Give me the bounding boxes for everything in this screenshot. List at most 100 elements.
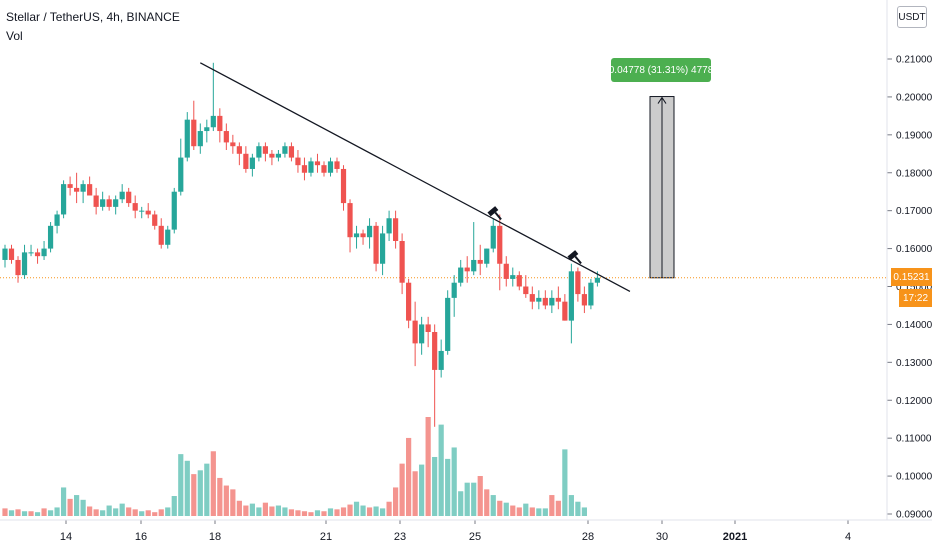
volume-bar bbox=[400, 464, 405, 516]
volume-bar bbox=[28, 511, 33, 516]
candle-body bbox=[198, 131, 203, 146]
volume-bar bbox=[289, 509, 294, 516]
price-tick-label[interactable]: 0.10000 bbox=[896, 472, 932, 483]
candle-body bbox=[185, 120, 190, 158]
volume-legend[interactable]: Vol bbox=[6, 29, 23, 43]
volume-bar bbox=[191, 474, 196, 516]
candle-body bbox=[41, 249, 46, 257]
price-tick-label[interactable]: 0.12000 bbox=[896, 396, 932, 407]
time-tick-label[interactable]: 18 bbox=[209, 531, 221, 543]
volume-bar bbox=[269, 506, 274, 516]
price-tick-label[interactable]: 0.21000 bbox=[896, 55, 932, 66]
candle-body bbox=[146, 211, 151, 215]
price-tick-label[interactable]: 0.19000 bbox=[896, 130, 932, 141]
measure-tool[interactable] bbox=[650, 97, 674, 278]
volume-bar bbox=[328, 508, 333, 516]
price-tick-label[interactable]: 0.16000 bbox=[896, 244, 932, 255]
volume-bar bbox=[224, 486, 229, 516]
volume-bar bbox=[471, 483, 476, 516]
price-tick-label[interactable]: 0.14000 bbox=[896, 320, 932, 331]
price-axis-labels[interactable]: 0.21000 0.20000 0.19000 0.18000 0.17000 0.160… bbox=[896, 55, 932, 521]
candle-body bbox=[217, 116, 222, 131]
time-tick-label[interactable]: 16 bbox=[135, 531, 147, 543]
volume-bar bbox=[217, 478, 222, 516]
volume-bar bbox=[504, 503, 509, 516]
volume-bar bbox=[373, 506, 378, 516]
symbol-title[interactable]: Stellar / TetherUS, 4h, BINANCE bbox=[6, 10, 180, 24]
candle-body bbox=[321, 165, 326, 173]
trendline[interactable] bbox=[200, 63, 630, 292]
time-tick-label[interactable]: 30 bbox=[656, 531, 668, 543]
gavel-icon[interactable] bbox=[567, 250, 584, 267]
candle-body bbox=[230, 142, 235, 146]
volume-bar bbox=[256, 507, 261, 516]
candle-body bbox=[575, 271, 580, 294]
time-tick-label[interactable]: 2021 bbox=[723, 531, 747, 543]
volume-bar bbox=[432, 457, 437, 516]
time-tick-label[interactable]: 23 bbox=[394, 531, 406, 543]
volume-bar bbox=[334, 509, 339, 516]
candle-body bbox=[126, 192, 131, 203]
candle-body bbox=[334, 161, 339, 169]
price-tick-label[interactable]: 0.09000 bbox=[896, 510, 932, 521]
volume-bar bbox=[321, 511, 326, 516]
candle-body bbox=[517, 275, 522, 286]
measure-label: 0.04778 (31.31%) 4778 bbox=[611, 58, 711, 82]
candle-body bbox=[354, 233, 359, 237]
candle-body bbox=[380, 233, 385, 263]
volume-bar bbox=[386, 502, 391, 516]
price-tick-label[interactable]: 0.18000 bbox=[896, 168, 932, 179]
candle-body bbox=[133, 203, 138, 211]
candle-body bbox=[367, 226, 372, 237]
candle-body bbox=[406, 283, 411, 321]
time-tick-label[interactable]: 25 bbox=[469, 531, 481, 543]
volume-bar bbox=[120, 504, 125, 516]
candle-body bbox=[9, 249, 14, 260]
candle-body bbox=[341, 169, 346, 203]
volume-bar bbox=[54, 507, 59, 516]
candle-body bbox=[191, 120, 196, 147]
candle-body bbox=[582, 294, 587, 305]
price-tick-label[interactable]: 0.13000 bbox=[896, 358, 932, 369]
price-tick-label[interactable]: 0.11000 bbox=[896, 434, 932, 445]
candle-body bbox=[152, 214, 157, 225]
volume-bar bbox=[295, 510, 300, 516]
volume-bar bbox=[159, 509, 164, 516]
volume-bar bbox=[341, 507, 346, 516]
volume-bar bbox=[139, 511, 144, 516]
volume-bar bbox=[347, 505, 352, 516]
volume-bar bbox=[523, 504, 528, 516]
price-tick-label[interactable]: 0.20000 bbox=[896, 92, 932, 103]
candle-body bbox=[400, 241, 405, 283]
time-tick-label[interactable]: 28 bbox=[582, 531, 594, 543]
time-tick-label[interactable]: 14 bbox=[60, 531, 72, 543]
volume-bar bbox=[133, 509, 138, 516]
candle-body bbox=[250, 158, 255, 169]
time-axis-labels[interactable]: 14 16 18 21 23 25 28 30 2021 4 bbox=[60, 531, 851, 543]
candle-body bbox=[497, 226, 502, 264]
volume-bar bbox=[530, 507, 535, 516]
candle-body bbox=[523, 287, 528, 295]
volume-bar bbox=[282, 507, 287, 516]
volume-bar bbox=[87, 506, 92, 516]
volume-bar bbox=[465, 483, 470, 516]
grid bbox=[66, 59, 892, 524]
volume-bar bbox=[484, 489, 489, 516]
candle-body bbox=[543, 298, 548, 306]
volume-bar bbox=[263, 503, 268, 516]
candle-body bbox=[360, 233, 365, 237]
candle-body bbox=[224, 131, 229, 142]
candle-body bbox=[386, 218, 391, 233]
volume-bar bbox=[556, 501, 561, 516]
candle-body bbox=[556, 298, 561, 302]
candle-body bbox=[256, 146, 261, 157]
bar-countdown: 17:22 bbox=[899, 289, 932, 307]
time-tick-label[interactable]: 4 bbox=[845, 531, 851, 543]
volume-bar bbox=[94, 509, 99, 516]
volume-bar bbox=[81, 500, 86, 516]
candle-body bbox=[413, 321, 418, 344]
price-tick-label[interactable]: 0.17000 bbox=[896, 206, 932, 217]
time-tick-label[interactable]: 21 bbox=[320, 531, 332, 543]
currency-button[interactable]: USDT bbox=[897, 6, 927, 28]
